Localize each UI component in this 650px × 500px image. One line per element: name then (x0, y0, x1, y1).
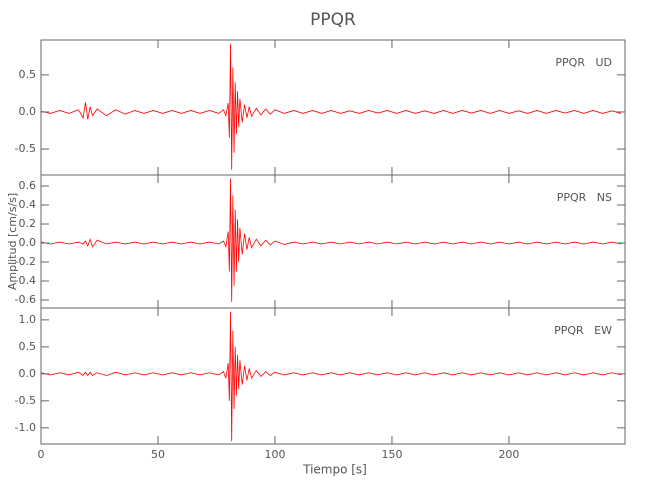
x-tick-label: 100 (264, 448, 285, 461)
waveform (40, 43, 622, 170)
panel-frame (40, 39, 626, 176)
y-axis-label: Amplitud [cm/s/s] (6, 193, 19, 290)
x-tick-label: 150 (381, 448, 402, 461)
x-tick-label: 200 (498, 448, 519, 461)
channel-label: PPQR UD (555, 56, 612, 69)
y-tick-label: 0.4 (19, 198, 37, 211)
x-tick-label: 0 (38, 448, 45, 461)
chart-title: PPQR (310, 10, 356, 30)
y-tick-label: 0.2 (19, 217, 37, 230)
channel-label: PPQR NS (557, 191, 612, 204)
y-tick-label: 0.0 (19, 367, 37, 380)
y-tick-label: -0.4 (15, 274, 36, 287)
y-tick-label: 0.0 (19, 236, 37, 249)
x-tick-label: 50 (151, 448, 165, 461)
y-tick-label: 1.0 (19, 313, 37, 326)
waveform (40, 178, 622, 302)
panel-frame (40, 307, 626, 445)
y-tick-label: 0.0 (19, 105, 37, 118)
y-tick-label: -1.0 (15, 421, 36, 434)
y-tick-label: -0.2 (15, 255, 36, 268)
y-tick-label: -0.6 (15, 293, 36, 306)
y-tick-label: 0.5 (19, 68, 37, 81)
y-tick-label: 0.6 (19, 179, 37, 192)
channel-label: PPQR EW (554, 324, 612, 337)
x-axis-label: Tiempo [s] (302, 463, 367, 477)
y-tick-label: -0.5 (15, 394, 36, 407)
y-tick-label: 0.5 (19, 340, 37, 353)
panel-frame (40, 174, 626, 309)
y-tick-label: -0.5 (15, 142, 36, 155)
waveform (40, 311, 622, 442)
